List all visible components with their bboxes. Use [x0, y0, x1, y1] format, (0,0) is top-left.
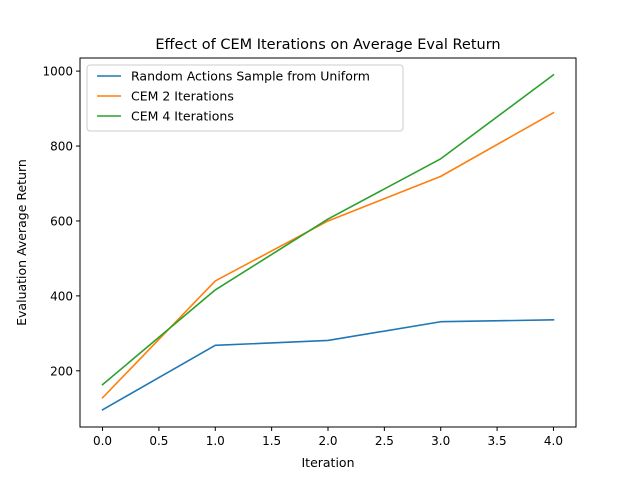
y-tick-label: 800 — [50, 140, 73, 154]
x-tick-label: 4.0 — [544, 434, 563, 448]
y-tick-label: 400 — [50, 289, 73, 303]
legend-box — [86, 64, 404, 132]
y-tick-label: 600 — [50, 214, 73, 228]
series-line-2 — [101, 73, 555, 386]
legend: Random Actions Sample from Uniform CEM 2 … — [86, 64, 404, 132]
x-tick-label: 2.5 — [375, 434, 394, 448]
series-lines — [101, 73, 555, 411]
x-tick-label: 1.5 — [262, 434, 281, 448]
y-tick-label: 200 — [50, 364, 73, 378]
x-tick-label: 3.0 — [431, 434, 450, 448]
chart-title: Effect of CEM Iterations on Average Eval… — [155, 37, 500, 53]
legend-label-0: Random Actions Sample from Uniform — [131, 69, 370, 84]
legend-label-1: CEM 2 Iterations — [131, 89, 234, 104]
series-line-0 — [101, 319, 555, 411]
legend-label-2: CEM 4 Iterations — [131, 109, 234, 124]
y-tick-label: 1000 — [42, 65, 73, 79]
x-tick-label: 2.0 — [318, 434, 337, 448]
series-line-1 — [101, 111, 555, 399]
x-tick-label: 0.0 — [93, 434, 112, 448]
x-tick-label: 1.0 — [206, 434, 225, 448]
x-axis-ticks: 0.0 0.5 1.0 1.5 2.0 2.5 3.0 3.5 4.0 — [93, 427, 563, 448]
x-axis-label: Iteration — [301, 455, 354, 470]
x-tick-label: 3.5 — [488, 434, 507, 448]
x-tick-label: 0.5 — [149, 434, 168, 448]
y-axis-label: Evaluation Average Return — [14, 159, 29, 326]
y-axis-ticks: 200 400 600 800 1000 — [42, 65, 80, 378]
